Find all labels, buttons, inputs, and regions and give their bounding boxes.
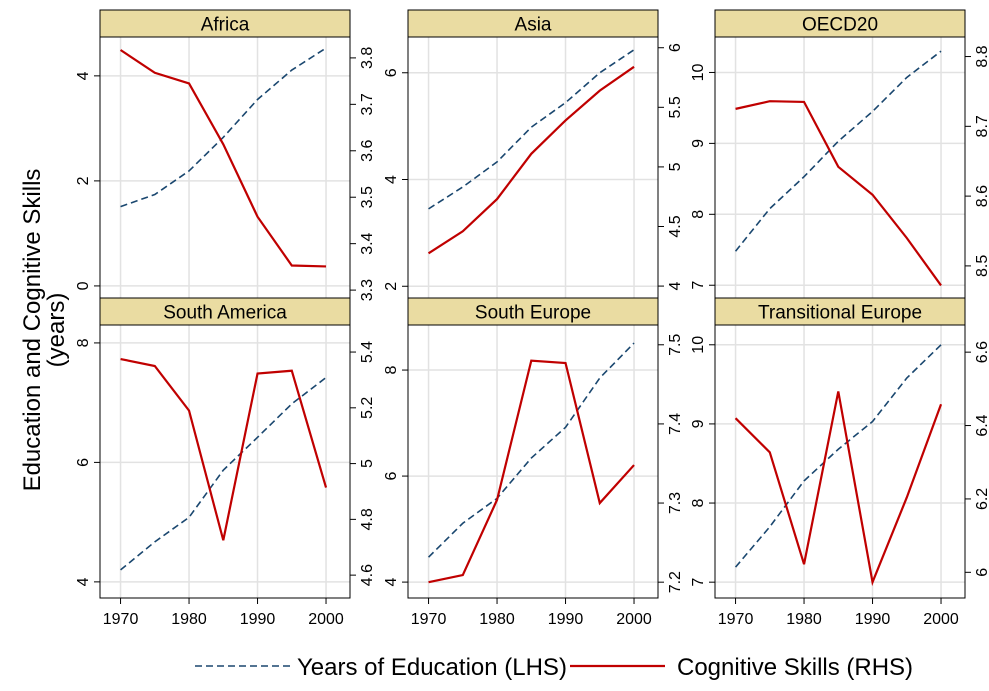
y-tick-label: 2 — [75, 176, 92, 185]
series-line — [120, 47, 327, 208]
y2-tick-label: 5 — [667, 162, 684, 171]
panel-title: OECD20 — [802, 15, 878, 36]
y2-tick-label: 4 — [667, 282, 684, 291]
series-line — [734, 391, 943, 587]
x-tick-label: 1980 — [479, 611, 515, 628]
x-tick-label: 1990 — [855, 611, 891, 628]
y2-tick-label: 3.7 — [359, 93, 376, 115]
y-tick-label: 7 — [690, 281, 707, 290]
y2-tick-label: 3.3 — [359, 279, 376, 301]
plot-frame — [407, 324, 659, 599]
x-tick-label: 2000 — [616, 611, 652, 628]
x-tick-label: 1990 — [240, 611, 276, 628]
panel-title: Asia — [515, 15, 552, 36]
y-axis-label: Education and Cognitive Skills — [19, 169, 46, 492]
y2-tick-label: 3.8 — [359, 47, 376, 69]
panel-title: South Europe — [475, 303, 591, 324]
y-tick-label: 4 — [383, 578, 400, 587]
y2-tick-label: 5 — [359, 459, 376, 468]
y2-tick-label: 3.6 — [359, 140, 376, 162]
y2-tick-label: 7.5 — [667, 334, 684, 356]
y-tick-label: 8 — [383, 366, 400, 375]
plot-frame — [99, 324, 351, 599]
plot-frame — [714, 324, 966, 599]
y2-tick-label: 8.6 — [974, 185, 989, 207]
y-tick-label: 4 — [383, 175, 400, 184]
y2-tick-label: 3.5 — [359, 186, 376, 208]
x-tick-label: 1980 — [786, 611, 822, 628]
plot-area — [715, 325, 965, 598]
panel-header — [407, 297, 659, 326]
y-tick-label: 6 — [75, 458, 92, 467]
y2-tick-label: 8.5 — [974, 255, 989, 277]
panel-title: South America — [163, 303, 287, 324]
y-tick-label: 9 — [690, 419, 707, 428]
y-tick-label: 0 — [75, 281, 92, 290]
y2-tick-label: 8.8 — [974, 45, 989, 67]
panel-title: Transitional Europe — [758, 303, 922, 324]
x-tick-label: 2000 — [308, 611, 344, 628]
legend-label: Years of Education (LHS) — [297, 654, 567, 681]
x-tick-label: 1970 — [103, 611, 139, 628]
y-tick-label: 4 — [75, 577, 92, 586]
panel-header — [99, 9, 351, 38]
y2-tick-label: 8.7 — [974, 115, 989, 137]
series-line — [735, 100, 942, 287]
plot-area — [408, 37, 658, 298]
plot-area — [100, 37, 350, 298]
series-line — [120, 357, 328, 541]
y-tick-label: 7 — [690, 578, 707, 587]
y-axis-label: (years) — [43, 293, 70, 368]
y-tick-label: 4 — [75, 71, 92, 80]
y-tick-label: 8 — [690, 210, 707, 219]
y2-tick-label: 6 — [974, 568, 989, 577]
y2-tick-label: 4.8 — [359, 508, 376, 530]
y-tick-label: 2 — [383, 282, 400, 291]
y2-tick-label: 6.4 — [974, 414, 989, 436]
plot-area — [100, 325, 350, 598]
panel-header — [407, 9, 659, 38]
y2-tick-label: 4.5 — [667, 215, 684, 237]
y-tick-label: 6 — [383, 68, 400, 77]
y2-tick-label: 6 — [667, 43, 684, 52]
y2-tick-label: 7.2 — [667, 571, 684, 593]
x-tick-label: 2000 — [923, 611, 959, 628]
series-line — [428, 359, 635, 584]
x-tick-label: 1970 — [718, 611, 754, 628]
y-tick-label: 8 — [690, 498, 707, 507]
y-tick-label: 10 — [690, 336, 707, 354]
y2-tick-label: 5.4 — [359, 341, 376, 363]
y2-tick-label: 5.5 — [667, 96, 684, 118]
y2-tick-label: 3.4 — [359, 232, 376, 254]
y2-tick-label: 6.2 — [974, 488, 989, 510]
plot-area — [408, 325, 658, 598]
series-line — [119, 49, 327, 268]
series-line — [427, 65, 635, 255]
y-tick-label: 8 — [75, 338, 92, 347]
legend-label: Cognitive Skills (RHS) — [677, 654, 913, 681]
panel-header — [99, 297, 351, 326]
y-tick-label: 9 — [690, 139, 707, 148]
y2-tick-label: 4.6 — [359, 564, 376, 586]
y-tick-label: 10 — [690, 63, 707, 81]
y2-tick-label: 5.2 — [359, 397, 376, 419]
y2-tick-label: 7.4 — [667, 413, 684, 435]
panel-header — [714, 9, 966, 38]
x-tick-label: 1980 — [171, 611, 207, 628]
y2-tick-label: 6.6 — [974, 341, 989, 363]
y-tick-label: 6 — [383, 472, 400, 481]
x-tick-label: 1990 — [548, 611, 584, 628]
panel-header — [714, 297, 966, 326]
x-tick-label: 1970 — [411, 611, 447, 628]
y2-tick-label: 7.3 — [667, 492, 684, 514]
series-line — [734, 344, 942, 568]
series-line — [120, 376, 327, 571]
series-line — [734, 50, 942, 252]
series-line — [427, 342, 635, 558]
panel-title: Africa — [201, 15, 250, 36]
